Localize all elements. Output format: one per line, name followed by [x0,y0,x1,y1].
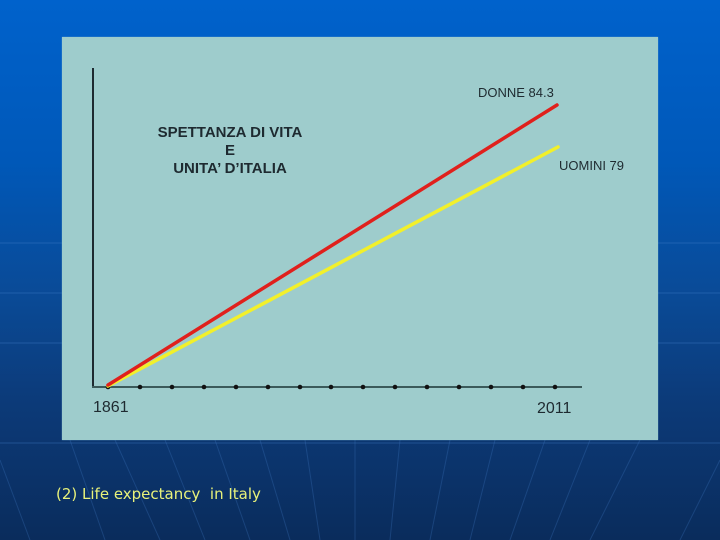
donne-series-label: DONNE 84.3 [478,85,554,100]
chart-panel [62,37,658,440]
uomini-series-label: UOMINI 79 [559,158,625,173]
chart-title-line-3: UNITA’ D’ITALIA [173,160,287,177]
x-axis-start-label: 1861 [93,399,129,416]
x-axis-tick-dots [105,384,558,390]
chart-title: SPETTANZA DI VITA E UNITA’ D’ITALIA [130,124,330,178]
donne-series-line [106,103,559,387]
chart-title-line-1: SPETTANZA DI VITA [157,124,303,141]
uomini-series-line [106,145,560,388]
slide-caption: (2) Life expectancy in Italy [56,485,261,503]
x-axis-end-label: 2011 [537,400,572,417]
chart-title-line-2: E [224,142,235,159]
